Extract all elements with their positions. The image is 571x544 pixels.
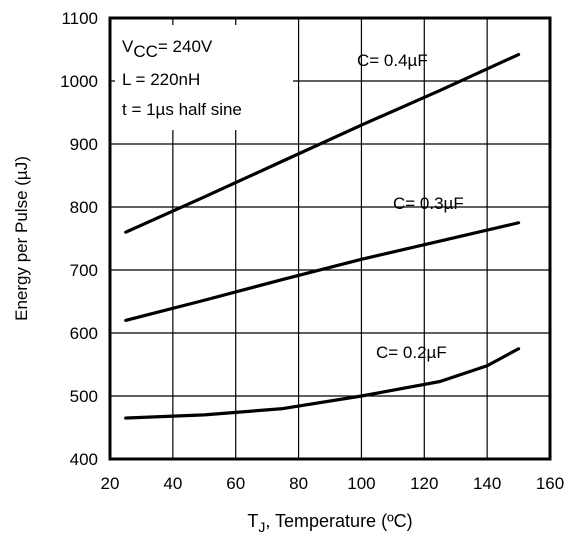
- x-tick-label: 160: [536, 474, 564, 493]
- y-tick-label: 1000: [60, 72, 98, 91]
- series-label: C= 0.4µF: [357, 51, 428, 70]
- series-line: [124, 221, 521, 322]
- series-lines: [124, 52, 521, 420]
- x-tick-label: 100: [347, 474, 375, 493]
- condition-vcc: VCC= 240V: [122, 37, 213, 61]
- x-axis-text: , Temperature (ºC): [265, 511, 412, 531]
- condition-inductance: L = 220nH: [122, 70, 200, 89]
- series-label: C= 0.3µF: [393, 194, 464, 213]
- y-tick-label: 500: [70, 387, 98, 406]
- y-tick-label: 600: [70, 324, 98, 343]
- x-tick-label: 120: [410, 474, 438, 493]
- series-line: [124, 52, 521, 234]
- y-tick-label: 700: [70, 261, 98, 280]
- series-labels: C= 0.4µF C= 0.3µF C= 0.2µF: [357, 51, 464, 362]
- x-tick-label: 80: [289, 474, 308, 493]
- tick-labels: 20 40 60 80 100 120 140 160 400 500 600 700 800 900 10…: [60, 9, 564, 493]
- vcc-subscript: CC: [133, 42, 158, 61]
- y-tick-label: 1100: [61, 9, 98, 28]
- x-tick-label: 40: [163, 474, 182, 493]
- vcc-value: = 240V: [158, 37, 213, 56]
- y-axis-label: Energy per Pulse (µJ): [12, 156, 31, 321]
- series-line: [124, 347, 521, 420]
- plot-frame: [108, 16, 552, 461]
- x-tick-label: 20: [101, 474, 120, 493]
- x-axis-subscript: J: [258, 519, 265, 535]
- conditions-box: [115, 25, 293, 130]
- x-tick-label: 140: [473, 474, 501, 493]
- x-tick-label: 60: [226, 474, 245, 493]
- series-label: C= 0.2µF: [376, 343, 447, 362]
- y-tick-label: 400: [70, 450, 98, 469]
- condition-pulse: t = 1µs half sine: [122, 100, 242, 119]
- y-tick-label: 800: [70, 198, 98, 217]
- grid-lines: [109, 17, 551, 460]
- x-axis-symbol: T: [247, 511, 258, 531]
- x-axis-label: TJ, Temperature (ºC): [247, 511, 412, 535]
- y-tick-label: 900: [70, 135, 98, 154]
- vcc-symbol: V: [122, 37, 134, 56]
